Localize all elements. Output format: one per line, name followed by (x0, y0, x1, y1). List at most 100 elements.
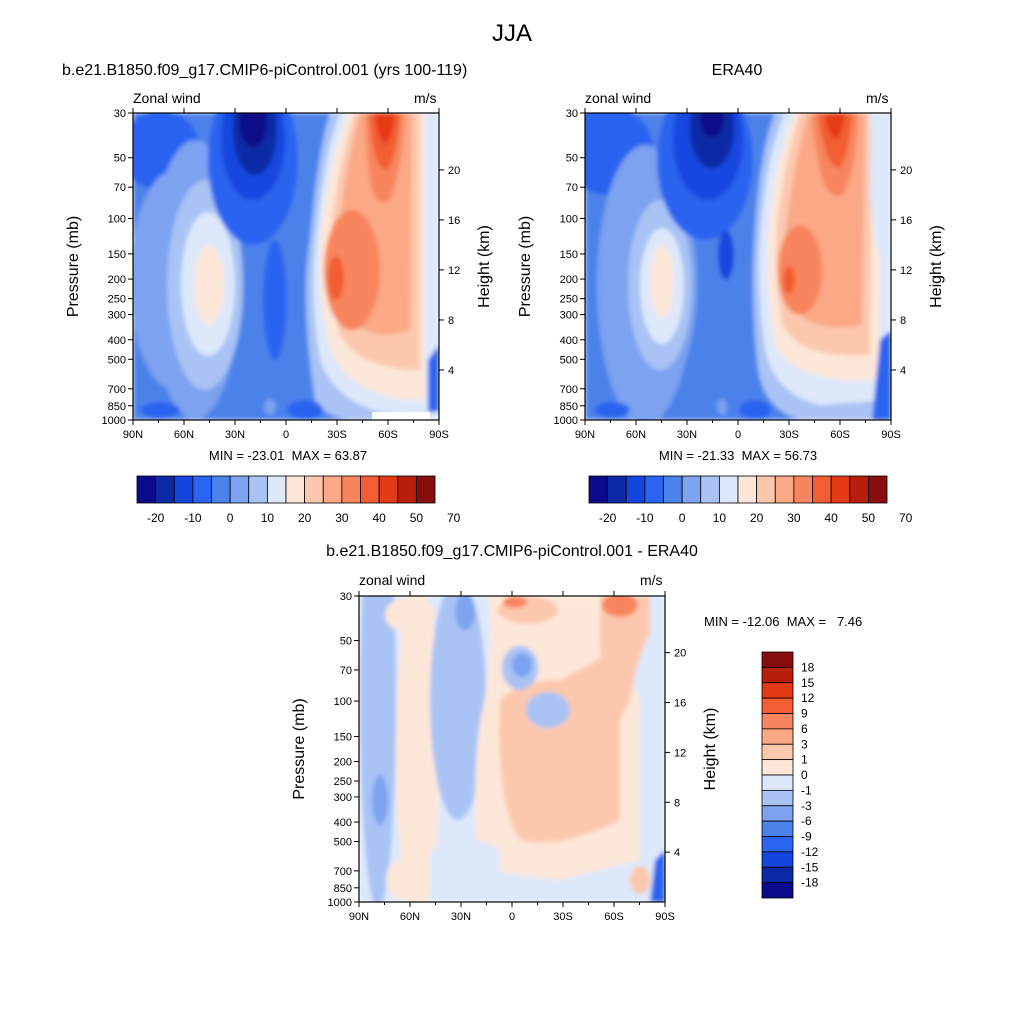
colorbar-swatch (681, 475, 702, 504)
colorbar-tick-label: 18 (801, 660, 815, 674)
height-tick-label: 20 (674, 648, 686, 660)
colorbar-tick-label: 1 (801, 753, 808, 767)
lat-tick-label: 0 (509, 911, 515, 923)
colorbar-tick-label: 30 (787, 511, 801, 525)
colorbar-swatch (248, 475, 268, 504)
colorbar-tick-label: 70 (899, 511, 913, 525)
colorbar-tick-label: 6 (801, 722, 808, 736)
lat-tick-label: 90N (123, 429, 143, 441)
pressure-tick-label: 70 (566, 182, 578, 194)
pressure-tick-label: 400 (108, 335, 126, 347)
height-axis-title: Height (km) (702, 708, 719, 791)
height-tick-label: 12 (674, 747, 686, 759)
lat-tick-label: 30S (553, 911, 573, 923)
height-tick-label: 4 (900, 365, 906, 377)
colorbar-swatch (155, 475, 175, 504)
height-axis-title: Height (km) (928, 225, 945, 308)
lat-tick-label: 60N (626, 429, 646, 441)
colorbar-swatch (761, 651, 794, 668)
pressure-tick-label: 100 (560, 213, 578, 225)
height-tick-label: 16 (674, 698, 686, 710)
colorbar-swatch (761, 697, 794, 714)
pressure-tick-label: 150 (560, 249, 578, 261)
colorbar-swatch (322, 475, 343, 504)
colorbar-swatch (285, 475, 306, 504)
colorbar-swatch (761, 759, 794, 776)
colorbar-tick-label: 0 (801, 768, 808, 782)
colorbar-swatch (211, 475, 231, 504)
model-panel-title: b.e21.B1850.f09_g17.CMIP6-piControl.001 … (62, 62, 468, 79)
colorbar-swatch (761, 774, 794, 791)
pressure-tick-label: 150 (108, 249, 126, 261)
colorbar-swatch (761, 866, 794, 884)
colorbar-tick-label: -10 (184, 511, 202, 525)
colorbar-tick-label: -20 (599, 511, 617, 525)
colorbar-tick-label: 30 (335, 511, 349, 525)
colorbar-swatch (173, 475, 194, 504)
pressure-tick-label: 500 (334, 837, 352, 849)
obs-colorbar: -20 -10 0 10 20 30 40 50 70 (588, 475, 913, 525)
obs-axes: 305070100150200250300400500700850100090N… (517, 108, 945, 441)
pressure-tick-label: 1000 (554, 415, 578, 427)
colorbar-swatch (607, 475, 627, 504)
model-colorbar: -20 -10 0 10 20 30 40 50 70 (136, 475, 461, 525)
colorbar-swatch (761, 713, 794, 730)
lat-tick-label: 0 (283, 429, 289, 441)
pressure-tick-label: 50 (114, 153, 126, 165)
colorbar-tick-label: 40 (372, 511, 386, 525)
diff-units-label: m/s (640, 572, 663, 588)
colorbar-swatch (415, 475, 436, 504)
colorbar-tick-label: -6 (801, 814, 812, 828)
pressure-tick-label: 250 (108, 294, 126, 306)
height-tick-label: 16 (448, 215, 460, 227)
diff-axes: 305070100150200250300400500700850100090N… (291, 591, 719, 923)
colorbar-tick-label: 50 (410, 511, 424, 525)
colorbar-tick-label: -18 (801, 876, 819, 890)
height-tick-label: 20 (900, 165, 912, 177)
colorbar-swatch (761, 728, 794, 745)
colorbar-swatch (867, 475, 888, 504)
lat-tick-label: 60S (830, 429, 850, 441)
colorbar-swatch (849, 475, 869, 504)
colorbar-swatch (761, 882, 794, 899)
colorbar-swatch (663, 475, 683, 504)
diff-minmax: MIN = -12.06 MAX = 7.46 (704, 614, 863, 629)
diff-panel-title: b.e21.B1850.f09_g17.CMIP6-piControl.001 … (326, 543, 698, 560)
colorbar-swatch (756, 475, 776, 504)
colorbar-swatch (812, 475, 832, 504)
colorbar-swatch (266, 475, 287, 504)
lat-tick-label: 90N (349, 911, 369, 923)
pressure-tick-label: 200 (334, 757, 352, 769)
obs-variable-label: zonal wind (585, 90, 652, 106)
colorbar-swatch (588, 475, 609, 504)
colorbar-tick-label: 0 (227, 511, 234, 525)
height-tick-label: 12 (448, 265, 460, 277)
pressure-tick-label: 30 (340, 591, 352, 603)
pressure-axis-title: Pressure (mb) (291, 698, 308, 799)
colorbar-swatch (761, 805, 794, 822)
colorbar-swatch (360, 475, 380, 504)
colorbar-swatch (761, 682, 794, 699)
colorbar-tick-label: 9 (801, 707, 808, 721)
colorbar-tick-label: 20 (298, 511, 312, 525)
height-tick-label: 20 (448, 165, 460, 177)
pressure-tick-label: 1000 (102, 415, 126, 427)
lat-tick-label: 30N (225, 429, 245, 441)
pressure-tick-label: 300 (560, 310, 578, 322)
height-tick-label: 12 (900, 265, 912, 277)
colorbar-swatch (304, 475, 324, 504)
colorbar-tick-label: -9 (801, 830, 812, 844)
pressure-tick-label: 50 (340, 636, 352, 648)
colorbar-swatch (761, 851, 794, 868)
obs-panel-title: ERA40 (711, 62, 763, 79)
model-contour-field (133, 113, 439, 420)
figure-title: JJA (491, 20, 532, 47)
height-tick-label: 4 (448, 365, 454, 377)
lat-tick-label: 60N (400, 911, 420, 923)
model-axes: 305070100150200250300400500700850100090N… (65, 108, 493, 441)
colorbar-swatch (136, 475, 157, 504)
colorbar-tick-label: 10 (713, 511, 727, 525)
colorbar-tick-label: -1 (801, 783, 812, 797)
